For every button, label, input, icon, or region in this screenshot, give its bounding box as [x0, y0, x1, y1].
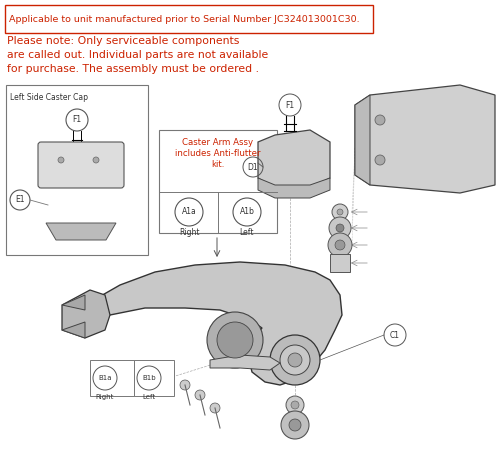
Circle shape: [375, 115, 385, 125]
Text: Left: Left: [240, 228, 254, 237]
Text: C1: C1: [390, 330, 400, 339]
Circle shape: [180, 380, 190, 390]
Text: Right: Right: [96, 394, 114, 400]
Polygon shape: [210, 355, 280, 370]
Circle shape: [210, 403, 220, 413]
Polygon shape: [46, 223, 116, 240]
FancyBboxPatch shape: [330, 254, 350, 272]
FancyBboxPatch shape: [5, 5, 373, 33]
Polygon shape: [258, 130, 330, 188]
FancyBboxPatch shape: [159, 130, 277, 233]
Text: A1a: A1a: [182, 207, 196, 216]
Circle shape: [270, 335, 320, 385]
Polygon shape: [62, 290, 110, 338]
Text: Caster Arm Assy
includes Anti-flutter
kit.: Caster Arm Assy includes Anti-flutter ki…: [176, 138, 261, 169]
Circle shape: [281, 411, 309, 439]
Text: Applicable to unit manufactured prior to Serial Number JC324013001C30.: Applicable to unit manufactured prior to…: [9, 14, 360, 23]
Text: B1a: B1a: [98, 375, 112, 381]
FancyBboxPatch shape: [38, 142, 124, 188]
Text: F1: F1: [286, 101, 294, 110]
FancyBboxPatch shape: [6, 85, 148, 255]
Circle shape: [289, 419, 301, 431]
Circle shape: [280, 345, 310, 375]
Circle shape: [291, 401, 299, 409]
Polygon shape: [85, 262, 342, 385]
Circle shape: [288, 353, 302, 367]
Text: Right: Right: [179, 228, 199, 237]
Circle shape: [375, 155, 385, 165]
Circle shape: [328, 233, 352, 257]
Text: D1: D1: [248, 163, 258, 172]
Circle shape: [207, 312, 263, 368]
Circle shape: [336, 224, 344, 232]
Circle shape: [337, 209, 343, 215]
FancyBboxPatch shape: [90, 360, 134, 396]
Text: E1: E1: [15, 195, 25, 204]
Text: Left: Left: [142, 394, 156, 400]
Circle shape: [217, 322, 253, 358]
Polygon shape: [62, 295, 85, 310]
Text: F1: F1: [72, 115, 82, 124]
Circle shape: [332, 204, 348, 220]
Circle shape: [195, 390, 205, 400]
Text: A1b: A1b: [240, 207, 254, 216]
Text: B1b: B1b: [142, 375, 156, 381]
Text: Left Side Caster Cap: Left Side Caster Cap: [10, 93, 88, 102]
Polygon shape: [355, 85, 495, 193]
Circle shape: [93, 157, 99, 163]
Text: Please note: Only serviceable components
are called out. Individual parts are no: Please note: Only serviceable components…: [7, 36, 268, 74]
Polygon shape: [62, 322, 85, 338]
Circle shape: [335, 240, 345, 250]
Circle shape: [58, 157, 64, 163]
Polygon shape: [258, 178, 330, 198]
Circle shape: [286, 396, 304, 414]
FancyBboxPatch shape: [134, 360, 174, 396]
Polygon shape: [355, 95, 370, 185]
Circle shape: [329, 217, 351, 239]
